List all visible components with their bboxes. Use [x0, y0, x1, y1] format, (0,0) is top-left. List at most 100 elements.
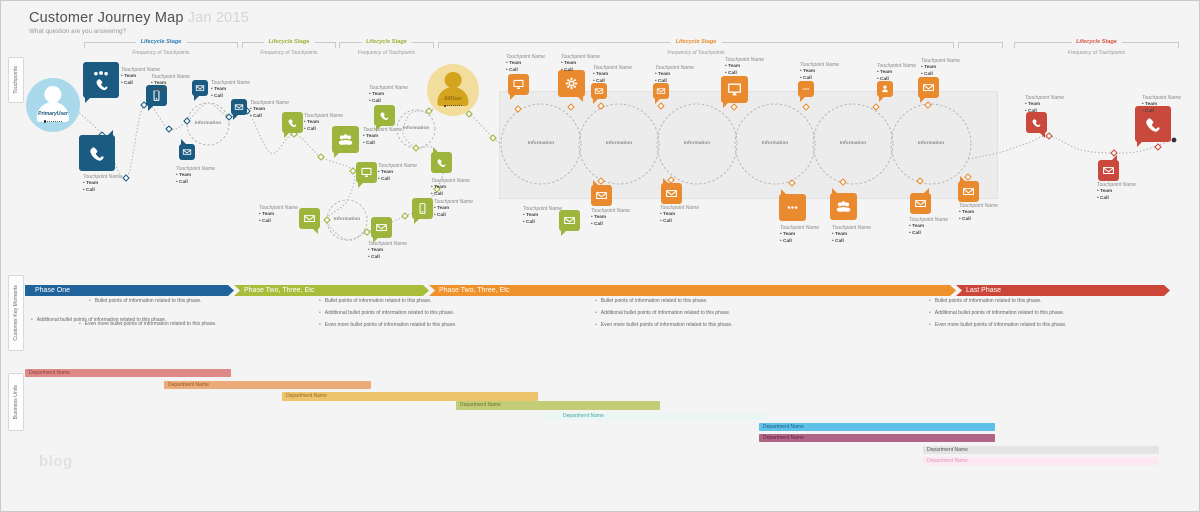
touchpoint-phone-icon[interactable] — [1135, 106, 1171, 147]
touchpoint-mail-icon[interactable] — [957, 175, 979, 202]
touchpoint-phone-icon[interactable] — [373, 104, 395, 131]
department-bar[interactable]: Department Name — [25, 369, 231, 377]
touchpoint-mail-icon[interactable] — [660, 177, 682, 204]
touchpoint-mail-icon[interactable] — [909, 187, 931, 214]
avatar-primaryuser[interactable]: PrimaryUser — [26, 78, 80, 132]
touchpoint-monitor-icon[interactable] — [720, 75, 748, 108]
touchpoint-people-icon[interactable] — [829, 187, 857, 220]
department-bar[interactable]: Department Name — [164, 381, 371, 389]
touchpoint-mail-icon[interactable] — [298, 207, 320, 234]
department-bar[interactable]: Department Name — [923, 457, 1159, 465]
information-circle — [656, 103, 738, 185]
information-circle — [578, 103, 660, 185]
information-label: Information — [333, 217, 361, 222]
touchpoint-people-phone-icon[interactable] — [83, 62, 119, 103]
touchpoint-monitor-icon[interactable] — [355, 161, 377, 188]
avatar-rating-dots — [427, 104, 479, 108]
touchpoint-bullet: • Team — [593, 72, 609, 78]
touchpoint-mail-icon[interactable] — [231, 99, 247, 120]
touchpoint-mail-icon[interactable] — [179, 139, 195, 160]
touchpoint-name: Touchpoint Name — [1142, 95, 1182, 101]
touchpoint-name: Touchpoint Name — [431, 178, 471, 184]
touchpoint-label: Touchpoint Name • Team • Call — [259, 205, 298, 226]
department-bar[interactable]: Department Name — [541, 413, 766, 420]
touchpoint-person-icon[interactable] — [877, 81, 893, 102]
department-bar[interactable]: Department Name — [759, 434, 995, 442]
touchpoint-mail-icon[interactable] — [370, 216, 392, 243]
phase-bullet-point: • Additional bullet points of information… — [31, 317, 167, 323]
department-bar[interactable]: Department Name — [923, 446, 1159, 454]
touchpoint-bullet: • Call — [561, 68, 573, 74]
touchpoint-bullet: • Team — [909, 224, 925, 230]
mail-glyph — [594, 86, 604, 96]
touchpoint-gear-icon[interactable] — [557, 69, 585, 102]
page-date: Jan 2015 — [187, 10, 249, 26]
department-bar[interactable]: Department Name — [282, 392, 538, 401]
touchpoint-bullet: • Team — [1025, 102, 1041, 108]
touchpoint-chat-icon[interactable] — [778, 188, 806, 221]
dot — [43, 120, 47, 123]
path-node — [290, 130, 298, 138]
touchpoint-bullet: • Team — [304, 120, 320, 126]
touchpoint-phone-icon[interactable] — [79, 130, 115, 171]
touchpoint-mail-icon[interactable] — [558, 209, 580, 236]
touchpoint-mobile-icon[interactable] — [411, 197, 433, 224]
phone-glyph — [435, 156, 448, 169]
mail-glyph — [234, 102, 244, 112]
phase-bullet-point: • Bullet points of information related to… — [595, 298, 708, 304]
touchpoint-monitor-icon[interactable] — [507, 73, 529, 100]
touchpoint-name: Touchpoint Name — [363, 127, 403, 133]
touchpoint-mail-icon[interactable] — [1097, 154, 1119, 181]
phase-bullet-point: • Bullet points of information related to… — [89, 298, 202, 304]
lifecycle-stage-label: Lifecycle Stage — [135, 38, 187, 45]
touchpoint-label: Touchpoint Name • Team • Call — [304, 113, 343, 134]
phase-bar[interactable]: Phase Two, Three, Etc — [429, 285, 956, 296]
touchpoint-bullet: • Team — [1097, 189, 1113, 195]
touchpoint-mail-icon[interactable] — [591, 83, 607, 104]
touchpoint-mail-icon[interactable] — [590, 179, 612, 206]
bullet-dot: • — [929, 310, 931, 316]
touchpoint-bullet: • Call — [832, 239, 844, 245]
touchpoint-phone-icon[interactable] — [281, 111, 303, 138]
mail-glyph — [182, 147, 192, 157]
touchpoint-bullet: • Call — [1142, 109, 1154, 115]
touchpoint-mail-icon[interactable] — [192, 80, 208, 101]
touchpoint-mail-icon[interactable] — [917, 76, 939, 103]
touchpoint-bullet: • Team — [378, 170, 394, 176]
touchpoint-phone-icon[interactable] — [430, 146, 452, 173]
phase-bar[interactable]: Phase One — [25, 285, 234, 296]
watermark-logo: blog — [39, 453, 73, 470]
touchpoint-bullet: • Call — [523, 220, 535, 226]
touchpoint-phone-icon[interactable] — [1025, 111, 1047, 138]
avatar-person-icon — [44, 86, 62, 104]
people-phone-glyph — [90, 69, 112, 91]
touchpoint-label: Touchpoint Name • Team • Call — [363, 127, 402, 148]
row-label-touchpoints: Touchpoints — [8, 57, 24, 103]
touchpoint-bullet: • Call — [369, 99, 381, 105]
department-bar[interactable]: Department Name — [759, 423, 995, 431]
touchpoint-bullet: • Team — [523, 213, 539, 219]
touchpoint-name: Touchpoint Name — [506, 54, 546, 60]
page-title: Customer Journey Map Jan 2015 — [29, 10, 249, 26]
phase-bullet-point: • Bullet points of information related to… — [319, 298, 432, 304]
touchpoint-label: Touchpoint Name • Team • Call — [591, 208, 630, 229]
touchpoint-people-icon[interactable] — [331, 125, 359, 158]
touchpoint-mobile-icon[interactable] — [145, 84, 167, 111]
mail-glyph — [914, 197, 927, 210]
information-label: Information — [402, 126, 430, 131]
touchpoint-bullet: • Call — [921, 72, 933, 78]
touchpoint-name: Touchpoint Name — [877, 63, 917, 69]
department-bar[interactable]: Department Name — [456, 401, 660, 410]
touchpoint-bullet: • Call — [591, 222, 603, 228]
lifecycle-stage-label: Lifecycle Stage — [361, 38, 412, 45]
phase-bar[interactable]: Last Phase — [956, 285, 1170, 296]
touchpoint-chat-icon[interactable] — [798, 81, 814, 102]
avatar-alluser[interactable]: AllUser — [427, 64, 479, 116]
journey-end-dot — [1171, 137, 1177, 143]
phase-bar[interactable]: Phase Two, Three, Etc — [234, 285, 429, 296]
touchpoint-mail-icon[interactable] — [653, 83, 669, 104]
mail-glyph — [195, 83, 205, 93]
path-node — [465, 110, 473, 118]
touchpoint-bullet: • Call — [909, 231, 921, 237]
